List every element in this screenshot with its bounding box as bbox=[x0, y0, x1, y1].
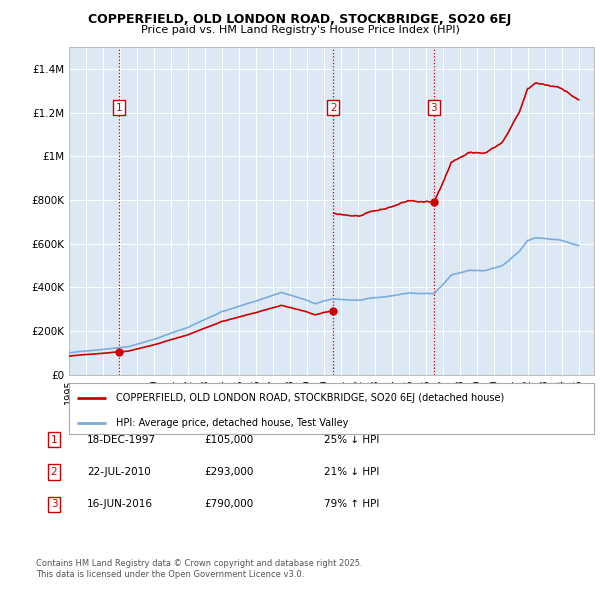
Text: Contains HM Land Registry data © Crown copyright and database right 2025.: Contains HM Land Registry data © Crown c… bbox=[36, 559, 362, 568]
Text: 16-JUN-2016: 16-JUN-2016 bbox=[87, 500, 153, 509]
Text: £105,000: £105,000 bbox=[204, 435, 253, 444]
Text: £790,000: £790,000 bbox=[204, 500, 253, 509]
Text: 3: 3 bbox=[430, 103, 437, 113]
Text: £293,000: £293,000 bbox=[204, 467, 253, 477]
Text: 18-DEC-1997: 18-DEC-1997 bbox=[87, 435, 156, 444]
Text: Price paid vs. HM Land Registry's House Price Index (HPI): Price paid vs. HM Land Registry's House … bbox=[140, 25, 460, 35]
Text: 22-JUL-2010: 22-JUL-2010 bbox=[87, 467, 151, 477]
Text: COPPERFIELD, OLD LONDON ROAD, STOCKBRIDGE, SO20 6EJ: COPPERFIELD, OLD LONDON ROAD, STOCKBRIDG… bbox=[88, 13, 512, 26]
Text: 21% ↓ HPI: 21% ↓ HPI bbox=[324, 467, 379, 477]
Text: 1: 1 bbox=[50, 435, 58, 444]
Text: This data is licensed under the Open Government Licence v3.0.: This data is licensed under the Open Gov… bbox=[36, 571, 304, 579]
Text: 79% ↑ HPI: 79% ↑ HPI bbox=[324, 500, 379, 509]
Text: HPI: Average price, detached house, Test Valley: HPI: Average price, detached house, Test… bbox=[116, 418, 349, 428]
Text: COPPERFIELD, OLD LONDON ROAD, STOCKBRIDGE, SO20 6EJ (detached house): COPPERFIELD, OLD LONDON ROAD, STOCKBRIDG… bbox=[116, 392, 505, 402]
Text: 2: 2 bbox=[50, 467, 58, 477]
Text: 3: 3 bbox=[50, 500, 58, 509]
Text: 2: 2 bbox=[330, 103, 337, 113]
Text: 25% ↓ HPI: 25% ↓ HPI bbox=[324, 435, 379, 444]
Text: 1: 1 bbox=[116, 103, 122, 113]
